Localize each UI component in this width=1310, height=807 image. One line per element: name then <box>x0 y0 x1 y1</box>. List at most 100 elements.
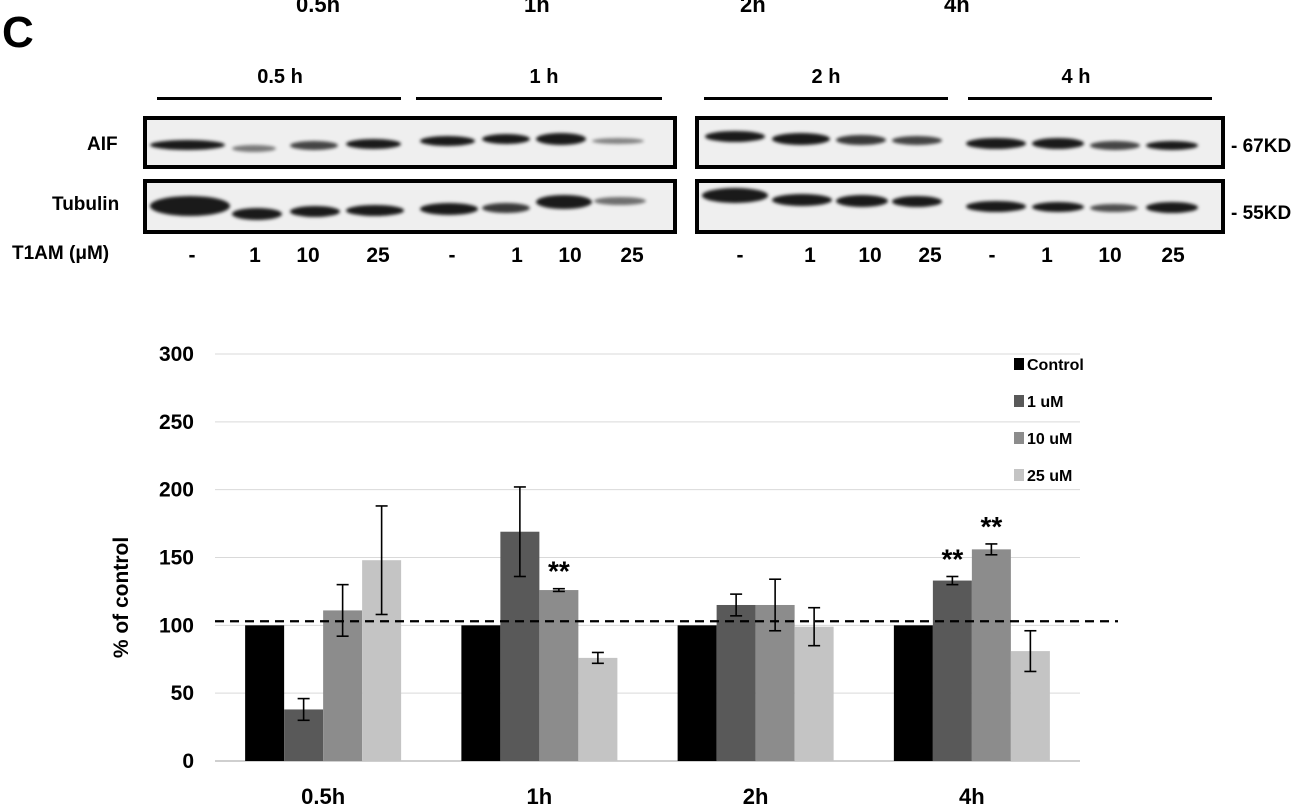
legend-label: 25 uM <box>1027 468 1072 485</box>
legend-swatch <box>1014 395 1024 407</box>
timepoint-bracket-2 <box>704 97 948 100</box>
timepoint-bracket-1 <box>416 97 662 100</box>
panel-label: C <box>2 8 34 57</box>
legend-label: 1 uM <box>1027 394 1063 411</box>
legend-swatch <box>1014 469 1024 481</box>
x-tick-label: 1h <box>527 784 553 807</box>
band <box>150 140 225 150</box>
band <box>482 134 530 144</box>
significance-label: ** <box>941 543 963 574</box>
lane-label: 10 <box>858 244 882 267</box>
band <box>290 206 340 217</box>
lane-label: 10 <box>296 244 320 267</box>
blot-row-label-aif: AIF <box>87 134 118 155</box>
significance-label: ** <box>548 556 570 587</box>
band <box>420 203 478 215</box>
band <box>1146 141 1198 150</box>
band <box>346 205 404 216</box>
lane-label: 25 <box>366 244 390 267</box>
lane-label: 25 <box>620 244 644 267</box>
timepoint-bracket-3 <box>968 97 1212 100</box>
band <box>836 135 886 145</box>
lane-label: - <box>448 244 456 267</box>
lane-label: - <box>736 244 744 267</box>
band <box>772 133 830 145</box>
tubulin-blot-left <box>143 179 677 234</box>
bar <box>461 625 501 761</box>
y-tick-label: 50 <box>171 682 194 705</box>
blot-timepoint-0: 0.5 h <box>257 66 303 88</box>
top-label-2: 2h <box>740 0 766 17</box>
band <box>966 201 1026 212</box>
band <box>1090 141 1140 150</box>
bar <box>578 657 618 761</box>
band <box>232 145 276 152</box>
lane-label: - <box>988 244 996 267</box>
band <box>592 138 644 144</box>
legend-swatch <box>1014 432 1024 444</box>
marker-67kd: - 67KD <box>1231 136 1292 157</box>
blot-timepoint-2: 2 h <box>811 66 841 88</box>
band <box>482 203 530 213</box>
y-tick-label: 100 <box>159 614 194 637</box>
y-tick-label: 250 <box>159 411 194 434</box>
band <box>1032 202 1084 212</box>
bar <box>932 580 972 761</box>
band <box>232 208 282 220</box>
blot-timepoint-3: 4 h <box>1061 66 1091 88</box>
band <box>594 197 646 205</box>
band <box>836 195 888 207</box>
lane-label: 10 <box>1098 244 1122 267</box>
x-tick-label: 2h <box>743 784 769 807</box>
legend-label: Control <box>1027 357 1084 374</box>
band <box>346 139 401 149</box>
lane-label: 25 <box>1161 244 1185 267</box>
band <box>1090 204 1138 212</box>
band <box>966 138 1026 149</box>
aif-blot-left <box>143 116 677 169</box>
lane-label: 1 <box>804 244 816 267</box>
lane-label: 1 <box>249 244 261 267</box>
top-label-1: 1h <box>524 0 550 17</box>
blot-row-label-tubulin: Tubulin <box>52 194 120 215</box>
lane-label: 10 <box>558 244 582 267</box>
top-label-3: 4h <box>944 0 970 17</box>
band <box>420 136 475 146</box>
lane-label: - <box>188 244 196 267</box>
bar <box>245 625 285 761</box>
band <box>1146 202 1198 213</box>
treatment-label: T1AM (μM) <box>12 243 110 264</box>
aif-blot-right <box>695 116 1225 169</box>
marker-55kd: - 55KD <box>1231 203 1292 224</box>
band <box>892 196 942 207</box>
bar <box>893 625 933 761</box>
band <box>150 196 230 216</box>
bar <box>716 604 756 761</box>
y-tick-label: 150 <box>159 547 194 570</box>
x-tick-label: 4h <box>959 784 985 807</box>
y-axis-label: % of control <box>110 537 133 658</box>
legend-swatch <box>1014 358 1024 370</box>
band <box>536 133 586 145</box>
significance-label: ** <box>980 511 1002 542</box>
lane-label: 25 <box>918 244 942 267</box>
blot-timepoint-1: 1 h <box>529 66 559 88</box>
band <box>290 141 338 150</box>
band <box>536 195 592 209</box>
bar <box>677 625 717 761</box>
y-tick-label: 300 <box>159 343 194 366</box>
band <box>1032 138 1084 149</box>
timepoint-bracket-0 <box>157 97 401 100</box>
band <box>892 136 942 145</box>
band <box>705 131 765 142</box>
bar <box>539 590 579 761</box>
top-label-0: 0.5h <box>296 0 341 17</box>
lane-label: 1 <box>1041 244 1053 267</box>
bar <box>794 626 834 761</box>
x-tick-label: 0.5h <box>301 784 345 807</box>
legend-label: 10 uM <box>1027 431 1072 448</box>
bar <box>971 549 1011 761</box>
y-tick-label: 0 <box>182 750 194 773</box>
band <box>772 194 832 206</box>
